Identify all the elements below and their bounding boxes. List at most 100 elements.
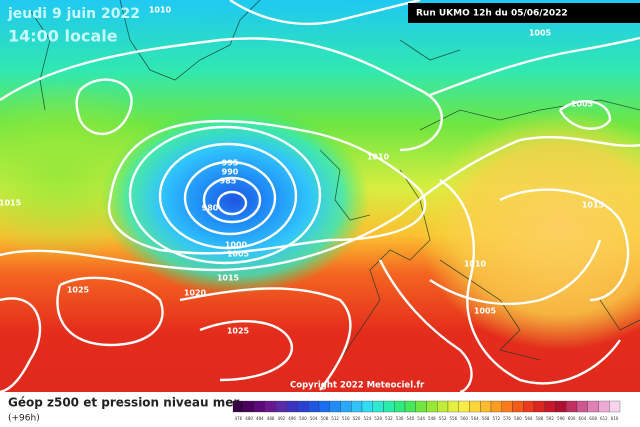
footer-title: Géop z500 et pression niveau mer bbox=[8, 396, 239, 410]
colorbar-swatch bbox=[254, 400, 266, 413]
colorbar-swatch bbox=[566, 400, 578, 413]
colorbar-label: 536 bbox=[396, 416, 404, 421]
colorbar-swatch bbox=[297, 400, 309, 413]
colorbar-swatch bbox=[404, 400, 416, 413]
colorbar-label: 476 bbox=[235, 416, 243, 421]
colorbar-swatch bbox=[265, 400, 277, 413]
colorbar-label: 552 bbox=[439, 416, 447, 421]
colorbar-label: 612 bbox=[600, 416, 608, 421]
colorbar-swatch bbox=[286, 400, 298, 413]
colorbar-label: 572 bbox=[493, 416, 501, 421]
colorbar-label: 480 bbox=[245, 416, 253, 421]
colorbar-swatch bbox=[576, 400, 588, 413]
isobar-label: 1005 bbox=[474, 307, 497, 316]
isobar-label: 1010 bbox=[149, 6, 172, 15]
run-info: Run UKMO 12h du 05/06/2022 bbox=[416, 9, 568, 19]
colorbar-swatch bbox=[318, 400, 330, 413]
colorbar-label: 540 bbox=[407, 416, 415, 421]
colorbar-swatch bbox=[426, 400, 438, 413]
colorbar-swatch bbox=[243, 400, 255, 413]
isobar-label: 1005 bbox=[571, 100, 594, 109]
colorbar-label: 616 bbox=[611, 416, 619, 421]
isobar-label: 980 bbox=[202, 204, 219, 213]
colorbar-swatch bbox=[490, 400, 502, 413]
map-date: jeudi 9 juin 2022 bbox=[7, 6, 140, 22]
colorbar-swatch bbox=[598, 400, 610, 413]
colorbar-label: 596 bbox=[557, 416, 565, 421]
colorbar-swatch bbox=[340, 400, 352, 413]
colorbar-label: 564 bbox=[471, 416, 479, 421]
colorbar-swatch bbox=[232, 400, 244, 413]
footer-lead: (+96h) bbox=[8, 414, 40, 424]
colorbar-label: 608 bbox=[589, 416, 597, 421]
isobar-label: 1010 bbox=[367, 153, 390, 162]
colorbar-swatch bbox=[555, 400, 567, 413]
isobar-label: 1015 bbox=[582, 201, 605, 210]
colorbar-label: 492 bbox=[278, 416, 286, 421]
colorbar-swatch bbox=[275, 400, 287, 413]
colorbar-swatch bbox=[361, 400, 373, 413]
colorbar-swatch bbox=[480, 400, 492, 413]
copyright: Copyright 2022 Meteociel.fr bbox=[290, 381, 425, 391]
colorbar-label: 588 bbox=[536, 416, 544, 421]
colorbar-label: 500 bbox=[299, 416, 307, 421]
colorbar-label: 516 bbox=[342, 416, 350, 421]
isobar-label: 985 bbox=[220, 177, 237, 186]
colorbar-swatch bbox=[458, 400, 470, 413]
colorbar-label: 532 bbox=[385, 416, 393, 421]
isobar-label: 995 bbox=[222, 159, 239, 168]
colorbar-label: 484 bbox=[256, 416, 264, 421]
colorbar-label: 544 bbox=[417, 416, 425, 421]
colorbar-label: 568 bbox=[482, 416, 490, 421]
colorbar-swatch bbox=[533, 400, 545, 413]
colorbar-swatch bbox=[383, 400, 395, 413]
colorbar-swatch bbox=[501, 400, 513, 413]
map-time: 14:00 locale bbox=[8, 27, 118, 46]
colorbar-label: 528 bbox=[374, 416, 382, 421]
isobar-label: 1020 bbox=[184, 289, 207, 298]
colorbar-swatch bbox=[372, 400, 384, 413]
colorbar-label: 600 bbox=[568, 416, 576, 421]
isobar-label: 1005 bbox=[227, 250, 250, 259]
isobar-label: 1000 bbox=[225, 241, 248, 250]
colorbar-label: 556 bbox=[450, 416, 458, 421]
colorbar-label: 584 bbox=[525, 416, 533, 421]
colorbar-swatch bbox=[469, 400, 481, 413]
isobar-label: 1025 bbox=[227, 327, 250, 336]
colorbar-label: 488 bbox=[267, 416, 275, 421]
colorbar-label: 604 bbox=[579, 416, 587, 421]
colorbar-label: 504 bbox=[310, 416, 318, 421]
colorbar-swatch bbox=[447, 400, 459, 413]
colorbar-label: 576 bbox=[503, 416, 511, 421]
colorbar-label: 524 bbox=[364, 416, 372, 421]
colorbar-swatch bbox=[437, 400, 449, 413]
colorbar-label: 508 bbox=[321, 416, 329, 421]
colorbar-swatch bbox=[512, 400, 524, 413]
isobar-label: 1015 bbox=[217, 274, 240, 283]
isobar-label: 1025 bbox=[67, 286, 90, 295]
isobar-label: 1015 bbox=[0, 199, 22, 208]
isobar-label: 1005 bbox=[529, 29, 552, 38]
colorbar-swatch bbox=[329, 400, 341, 413]
colorbar-swatch bbox=[587, 400, 599, 413]
colorbar-label: 520 bbox=[353, 416, 361, 421]
isobars bbox=[0, 0, 640, 392]
colorbar-label: 592 bbox=[546, 416, 554, 421]
isobar-label: 990 bbox=[222, 168, 239, 177]
colorbar-label: 512 bbox=[331, 416, 339, 421]
colorbar-swatch bbox=[394, 400, 406, 413]
colorbar-label: 560 bbox=[460, 416, 468, 421]
colorbar-swatch bbox=[351, 400, 363, 413]
colorbar-swatch bbox=[415, 400, 427, 413]
isobar-label: 1010 bbox=[464, 260, 487, 269]
colorbar-label: 496 bbox=[288, 416, 296, 421]
colorbar-swatch bbox=[544, 400, 556, 413]
colorbar-label: 548 bbox=[428, 416, 436, 421]
colorbar-swatch bbox=[523, 400, 535, 413]
colorbar-swatch bbox=[308, 400, 320, 413]
run-box bbox=[408, 3, 640, 23]
colorbar-swatch bbox=[609, 400, 621, 413]
colorbar-label: 580 bbox=[514, 416, 522, 421]
colorbar: 476 480 484 488 492 496 500 504 508 512 516 520 524 5… bbox=[232, 400, 621, 421]
